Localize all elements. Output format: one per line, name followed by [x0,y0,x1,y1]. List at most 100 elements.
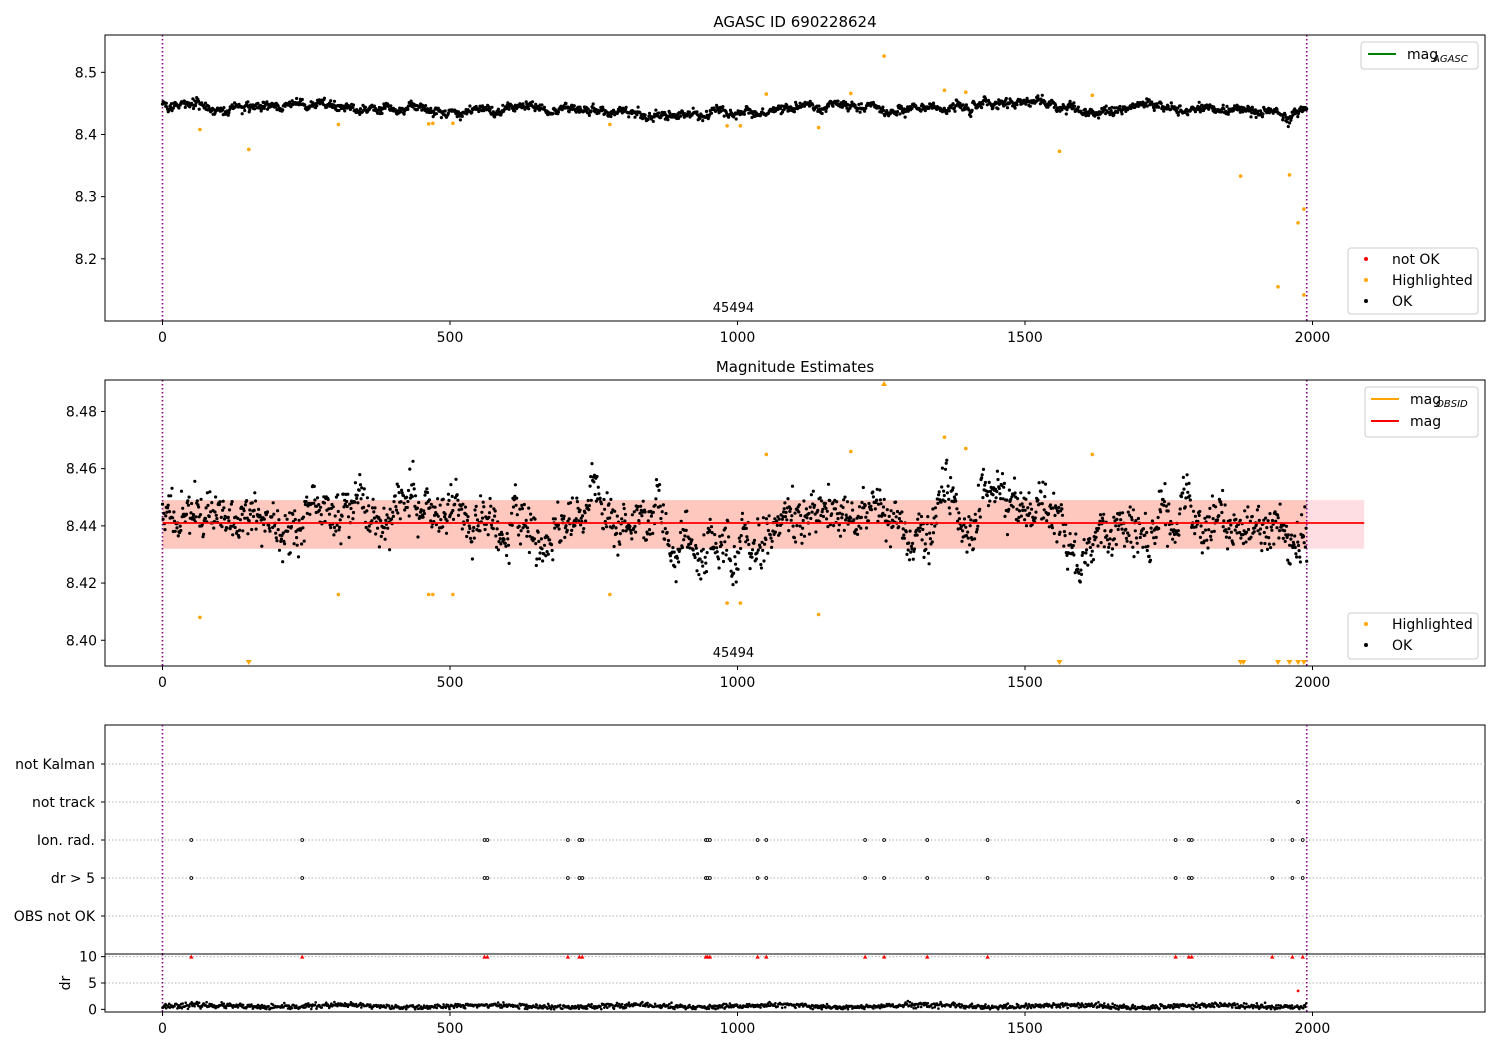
ok-point [931,101,936,105]
ok-point [1257,518,1261,523]
ok-point [895,113,899,117]
ok-point [443,515,447,519]
ok-point [303,103,307,107]
ok-point [762,559,766,563]
ok-point [219,515,223,520]
clipped-high-marker [881,381,888,386]
ok-point [799,513,803,518]
dr-point [324,1001,328,1004]
ok-point [1285,535,1289,540]
ok-point [991,106,995,110]
ok-point [949,106,953,110]
ok-point [677,560,681,564]
ok-point [1262,518,1266,522]
ok-point [789,518,793,522]
ok-point [997,486,1001,491]
ok-point [1138,535,1142,540]
flag-marker [300,876,305,880]
ok-point [498,532,502,537]
ok-point [1267,536,1271,540]
ok-point [191,106,196,111]
dr-point [404,1007,408,1011]
dr-point [524,1005,528,1009]
ok-point [326,497,330,502]
ok-point [1191,509,1196,513]
ok-point [961,103,965,107]
ok-point [1259,541,1263,545]
ok-point [457,508,461,512]
flag-marker [577,876,582,880]
ok-point [415,506,419,510]
ok-point [843,495,847,499]
highlighted-point [1296,221,1300,225]
ok-point [1215,518,1220,522]
ok-point [795,524,799,528]
ok-point [1055,540,1059,544]
ok-point [665,530,669,535]
ok-point [282,539,286,544]
ok-point [260,107,264,111]
ok-point [952,106,957,110]
ok-point [1296,111,1301,116]
ok-point [1096,544,1100,548]
flag-marker [708,838,712,842]
ok-point [471,529,475,533]
flag-label: not track [32,795,96,811]
dr-point [181,1002,184,1005]
ok-point [1054,506,1058,510]
dr-point [1006,1002,1010,1005]
dr-point [333,1000,336,1004]
ok-point [738,539,742,544]
ok-point [515,513,519,517]
x-tick-label: 1500 [1007,330,1043,346]
ok-point [252,508,256,512]
ok-point [947,497,951,501]
ok-point [338,525,342,529]
ok-point [1272,542,1276,546]
ok-point [575,500,580,504]
ok-point [525,526,530,530]
ok-point [455,115,459,119]
ok-point [1075,563,1079,568]
ok-point [1194,525,1198,529]
ok-point [367,504,371,508]
ok-point [1057,505,1061,510]
ok-point [1291,545,1295,550]
ok-point [1184,482,1189,486]
dr-point [1042,1005,1046,1009]
ok-point [666,118,670,122]
ok-point [1131,508,1135,512]
ok-point [720,533,724,537]
ok-point [761,107,765,111]
dr-point [425,1004,429,1008]
ok-point [817,104,821,108]
ok-point [415,108,419,112]
dr-point [922,1003,926,1007]
ok-point [1003,514,1007,519]
ok-point [510,511,514,515]
ok-point [347,535,351,540]
highlighted-point [849,449,853,454]
ok-point [1284,524,1289,528]
ok-point [601,105,605,109]
ok-point [1023,518,1027,522]
ok-point [675,556,680,560]
ok-point [1046,105,1050,109]
ok-point [362,108,366,112]
ok-point [255,519,259,523]
ok-point [942,493,946,498]
dr-point [523,1007,527,1011]
ok-point [931,507,935,511]
ok-point [1114,524,1118,528]
ok-point [856,532,860,537]
ok-point [663,110,667,115]
highlighted-point [336,122,341,127]
ok-point [1093,538,1097,542]
ok-point [915,533,919,537]
ok-point [271,501,275,505]
ok-point [905,552,909,557]
ok-point [1231,542,1235,546]
ok-point [370,506,375,510]
ok-point [945,458,949,462]
